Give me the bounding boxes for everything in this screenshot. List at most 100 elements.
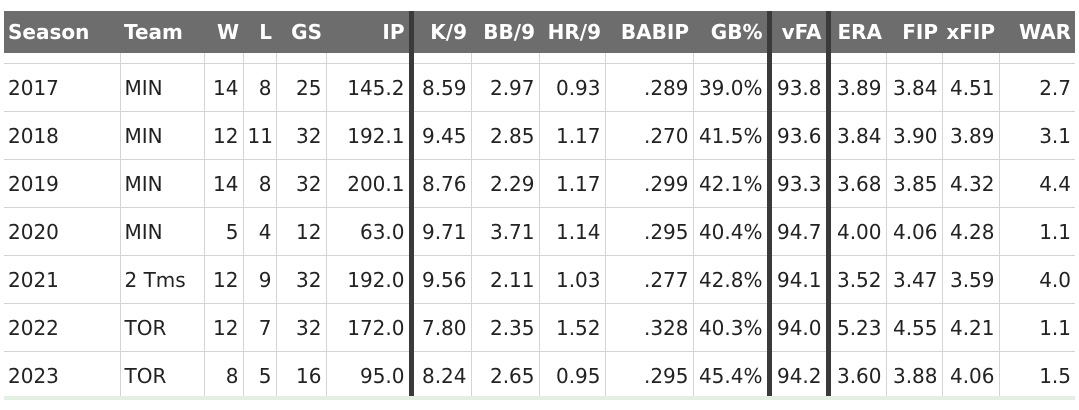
cell-era: 3.84 (825, 111, 886, 160)
cell-k9: 9.71 (408, 207, 471, 256)
cell-season: 2023 (4, 351, 120, 400)
table-row: 2019 MIN 14 8 32 200.1 8.76 2.29 1.17.299 42.1% 93… (4, 159, 1075, 208)
cell-bb9: 2.85 (470, 111, 539, 160)
cell-gb: 42.8% (692, 255, 769, 304)
cell-ip: 95.0 (325, 351, 411, 400)
table-row: 2020 MIN 5 4 12 63.0 9.71 3.71 1.14.295 40.4% 94.7… (4, 207, 1075, 256)
cell-gs: 32 (275, 255, 326, 304)
cell-xfip: 4.28 (941, 207, 999, 256)
cell-war: 1.1 (998, 207, 1075, 256)
column-header-k9[interactable]: K/9 (408, 11, 471, 53)
cell-era: 4.00 (825, 207, 886, 256)
column-header-team[interactable]: Team (120, 11, 204, 53)
cell-vfa: 93.8 (766, 63, 828, 112)
cell-vfa: 93.6 (766, 111, 828, 160)
column-header-bb9[interactable]: BB/9 (471, 11, 539, 53)
column-header-season[interactable]: Season (4, 11, 120, 53)
header-row: Season Team W L GS IP K/9 BB/9 HR/9 BABI… (4, 11, 1075, 53)
cell-k9: 7.80 (408, 303, 471, 352)
cell-xfip: 3.59 (941, 255, 999, 304)
table-row: 2022 TOR 12 7 32 172.0 7.80 2.35 1.52.328 40.3% 94… (4, 303, 1075, 352)
cell-k9: 9.45 (408, 111, 471, 160)
cell-fip: 3.85 (885, 159, 942, 208)
cell-hr9: 1.17 (538, 159, 605, 208)
cell-k9: 8.24 (408, 351, 471, 400)
cell-ip: 172.0 (325, 303, 411, 352)
cell-w: 12 (203, 255, 243, 304)
cell-gs: 32 (275, 303, 326, 352)
cell-season: 2022 (4, 303, 120, 352)
cell-babip: .299 (604, 159, 693, 208)
cell-team: TOR (119, 303, 204, 352)
cell-gs: 32 (275, 111, 326, 160)
column-header-gb-pct[interactable]: GB% (693, 11, 769, 53)
cell-era: 3.89 (825, 63, 886, 112)
cell-babip: .295 (604, 351, 693, 400)
cell-fip: 3.88 (885, 351, 942, 400)
cell-ip: 192.1 (325, 111, 411, 160)
cell-babip: .289 (604, 63, 693, 112)
column-header-w[interactable]: W (204, 11, 243, 53)
cell-era: 3.68 (825, 159, 886, 208)
column-header-babip[interactable]: BABIP (605, 11, 693, 53)
cell-vfa: 94.7 (766, 207, 828, 256)
cell-w: 12 (203, 111, 243, 160)
table-body: 2017 MIN 14 8 25 145.2 8.59 2.97 0.93.289 39.0% 93… (4, 53, 1075, 400)
cell-w: 14 (203, 159, 243, 208)
cell-team: MIN (119, 159, 204, 208)
cell-gb: 42.1% (692, 159, 769, 208)
cell-k9: 8.76 (408, 159, 471, 208)
cell-ip: 192.0 (325, 255, 411, 304)
cell-war: 4.4 (998, 159, 1075, 208)
cell-xfip: 4.21 (941, 303, 999, 352)
column-header-hr9[interactable]: HR/9 (539, 11, 605, 53)
cell-fip: 4.55 (885, 303, 942, 352)
cell-bb9: 2.35 (470, 303, 539, 352)
cell-season: 2018 (4, 111, 120, 160)
cell-l: 9 (242, 255, 276, 304)
cell-era: 5.23 (825, 303, 886, 352)
cell-bb9: 3.71 (470, 207, 539, 256)
column-header-war[interactable]: WAR (999, 11, 1075, 53)
cell-xfip: 4.32 (941, 159, 999, 208)
cell-season: 2019 (4, 159, 120, 208)
column-header-gs[interactable]: GS (276, 11, 326, 53)
cell-vfa: 94.2 (766, 351, 828, 400)
cell-war: 3.1 (998, 111, 1075, 160)
table-row: 2021 2 Tms 12 9 32 192.0 9.56 2.11 1.03.277 42.8%… (4, 255, 1075, 304)
column-header-xfip[interactable]: xFIP (942, 11, 999, 53)
cell-hr9: 1.52 (538, 303, 605, 352)
pitching-stats-table: Season Team W L GS IP K/9 BB/9 HR/9 BABI… (4, 11, 1075, 400)
cell-team: 2 Tms (119, 255, 204, 304)
cell-xfip: 4.51 (941, 63, 999, 112)
table-row: 2023 TOR 8 5 16 95.0 8.24 2.65 0.95.295 45.4% 94.2… (4, 351, 1075, 400)
cell-gb: 40.3% (692, 303, 769, 352)
cell-hr9: 0.93 (538, 63, 605, 112)
cell-war: 2.7 (998, 63, 1075, 112)
cell-hr9: 1.17 (538, 111, 605, 160)
cell-bb9: 2.29 (470, 159, 539, 208)
cell-l: 4 (242, 207, 276, 256)
cell-fip: 4.06 (885, 207, 942, 256)
cell-w: 5 (203, 207, 243, 256)
header-spacer-row (4, 53, 1075, 64)
cell-fip: 3.47 (885, 255, 942, 304)
column-header-era[interactable]: ERA (825, 11, 886, 53)
cell-gb: 45.4% (692, 351, 769, 400)
column-header-ip[interactable]: IP (326, 11, 411, 53)
cell-bb9: 2.97 (470, 63, 539, 112)
cell-hr9: 1.14 (538, 207, 605, 256)
cell-team: TOR (119, 351, 204, 400)
column-header-fip[interactable]: FIP (886, 11, 942, 53)
cell-l: 11 (242, 111, 276, 160)
cell-war: 1.5 (998, 351, 1075, 400)
column-header-l[interactable]: L (243, 11, 276, 53)
cell-bb9: 2.65 (470, 351, 539, 400)
cell-vfa: 93.3 (766, 159, 828, 208)
cell-gb: 41.5% (692, 111, 769, 160)
table-row: 2018 MIN 12 11 32 192.1 9.45 2.85 1.17.270 41.5% 9… (4, 111, 1075, 160)
cell-team: MIN (119, 111, 204, 160)
column-header-vfa[interactable]: vFA (766, 11, 828, 53)
cell-k9: 9.56 (408, 255, 471, 304)
cell-vfa: 94.1 (766, 255, 828, 304)
